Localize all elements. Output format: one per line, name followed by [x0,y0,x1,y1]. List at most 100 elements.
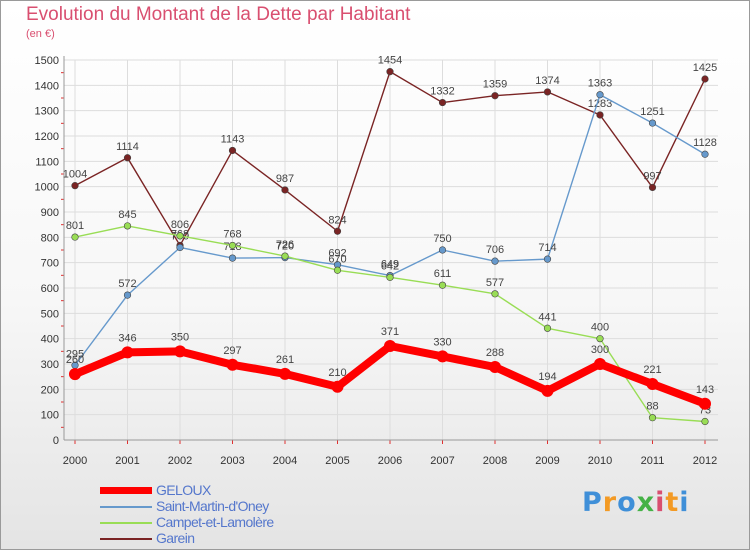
data-label: 1332 [430,86,454,98]
data-point [699,397,711,410]
data-point [596,335,604,343]
data-point [123,154,132,162]
x-tick-label: 2006 [378,455,402,467]
legend-label-garein: Garein [156,530,195,546]
x-tick-label: 2001 [115,455,139,467]
legend-swatch-garein [100,538,152,540]
y-tick-label: 1200 [35,131,59,143]
data-point [648,414,657,422]
data-label: 1359 [483,79,507,91]
data-label: 300 [591,344,609,356]
data-point [491,290,499,298]
data-label: 642 [381,260,399,272]
x-tick-label: 2011 [641,455,665,467]
data-point [384,340,396,353]
data-label: 801 [66,220,84,232]
data-label: 1283 [588,98,612,110]
x-tick-label: 2002 [168,455,192,467]
data-point [543,255,552,263]
data-point [436,350,449,363]
x-tick-label: 2008 [483,455,507,467]
logo-letter: t [665,487,680,518]
data-label: 1128 [693,137,717,149]
data-label: 714 [538,242,556,254]
data-point [71,233,79,241]
logo-letter: P [582,487,603,518]
data-label: 371 [381,326,399,338]
data-label: 768 [223,228,241,240]
x-tick-label: 2009 [535,455,559,467]
data-label: 1251 [640,106,664,118]
legend-label-geloux: GELOUX [156,482,211,498]
data-point [491,92,499,100]
x-tick-label: 2010 [588,455,612,467]
data-point [543,88,552,96]
data-point [281,252,289,260]
data-point [279,367,291,380]
data-label: 649 [381,259,399,271]
data-point [121,346,134,359]
y-tick-label: 1100 [35,156,59,168]
data-label: 726 [276,239,294,251]
data-label: 1374 [535,75,559,87]
data-label: 572 [118,278,136,290]
chart-subtitle: (en €) [26,28,55,40]
data-point [174,345,186,358]
y-tick-label: 1400 [35,80,59,92]
x-tick-label: 2003 [220,455,244,467]
data-point [69,368,81,381]
y-tick-label: 500 [41,308,59,320]
data-label: 221 [643,364,661,376]
y-tick-label: 1000 [35,182,59,194]
data-point [541,384,554,397]
data-point [228,254,237,262]
x-tick-label: 2007 [430,455,454,467]
series-geloux: 260 346 350 297 261 210 371 330 288 194 300 221 143 [66,326,714,410]
x-tick-label: 2000 [63,455,87,467]
data-point [228,146,237,155]
data-label: 194 [538,371,556,383]
y-tick-label: 300 [41,359,59,371]
legend-swatch-saint-martin [100,506,152,508]
data-point [491,257,499,265]
data-point [386,68,394,76]
data-label: 1004 [63,169,87,181]
data-label: 611 [434,268,452,280]
data-label: 143 [696,384,714,396]
data-point [701,150,709,158]
data-label: 670 [328,253,346,265]
legend-label-campet: Campet-et-Lamolère [156,514,274,530]
y-tick-label: 0 [53,435,59,447]
y-tick-label: 400 [41,334,59,346]
data-point [281,186,289,194]
data-point [176,232,184,240]
data-label: 297 [223,345,241,357]
y-tick-label: 100 [41,410,59,422]
data-label: 750 [433,233,451,245]
data-point [594,358,606,370]
logo-letter: x [636,487,656,518]
data-label: 1454 [378,55,402,67]
data-point [176,243,184,252]
x-tick-label: 2012 [693,455,717,467]
data-point [596,91,604,99]
data-label: 350 [171,331,189,343]
data-label: 210 [328,367,346,379]
data-point [648,119,657,127]
data-label: 288 [486,347,504,359]
data-label: 346 [118,332,136,344]
y-tick-label: 1500 [35,55,59,67]
data-label: 1143 [221,133,245,145]
y-tick-label: 200 [41,384,59,396]
proxiti-logo: Proxiti [582,487,690,518]
y-tick-label: 600 [41,283,59,295]
chart-title: Evolution du Montant de la Dette par Hab… [26,4,411,25]
data-label: 261 [276,354,294,366]
data-label: 577 [486,277,504,289]
data-point [123,222,132,230]
data-label: 441 [538,311,556,323]
x-tick-label: 2005 [325,455,349,467]
data-point [543,324,552,332]
